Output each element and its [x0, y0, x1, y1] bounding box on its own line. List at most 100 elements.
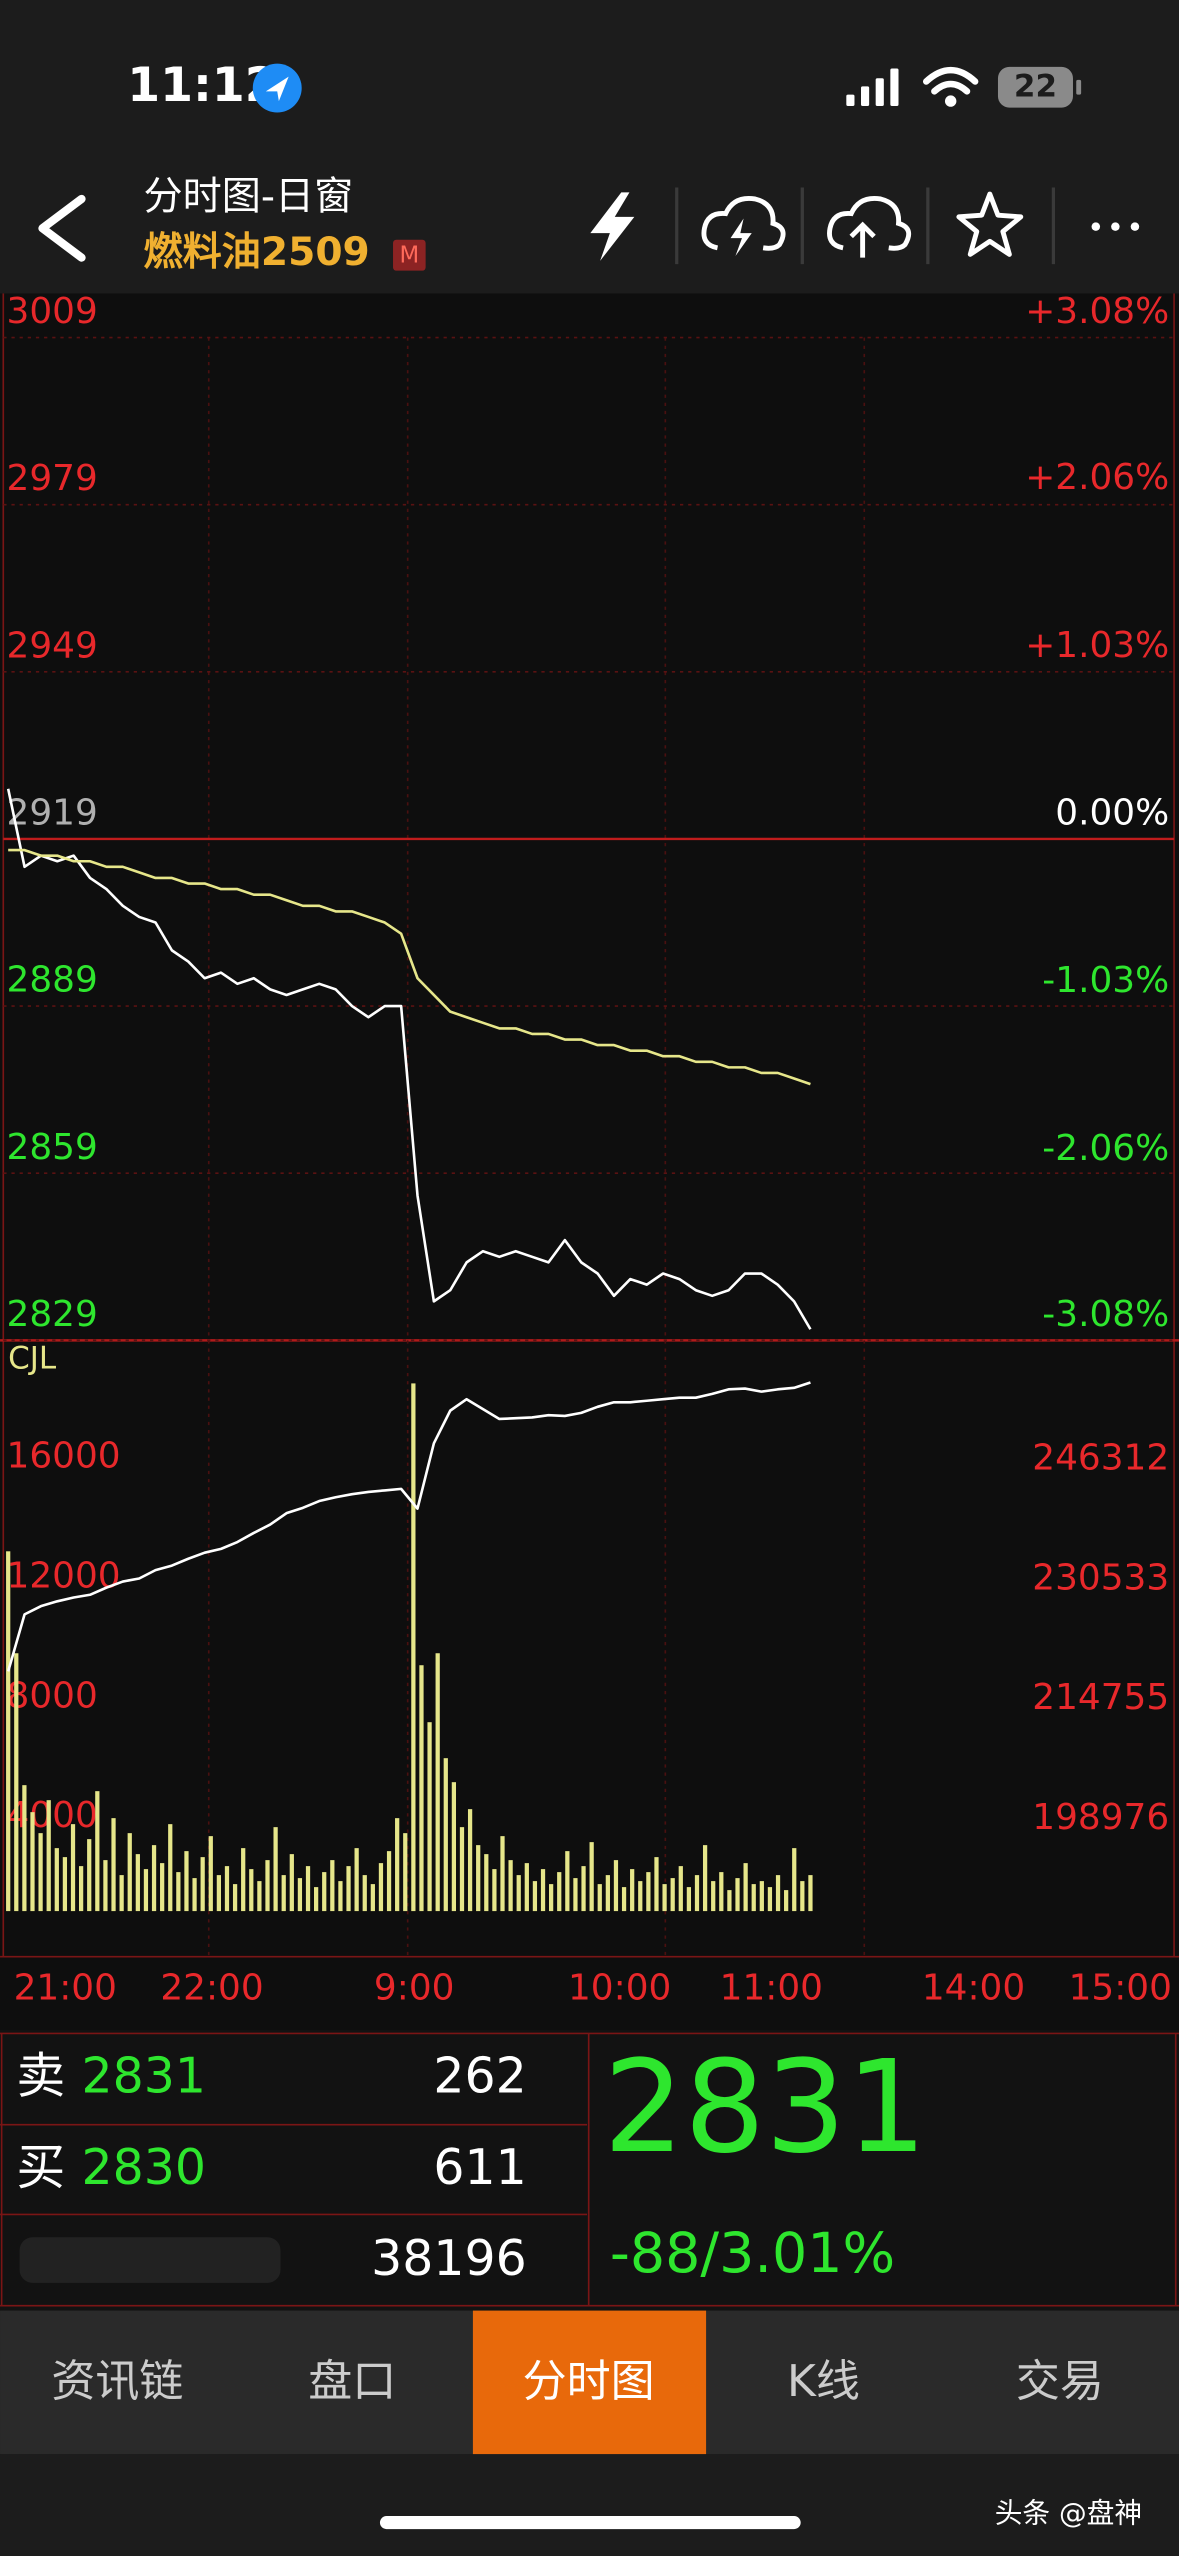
tab[interactable]: 资讯链 [51, 2356, 183, 2407]
volume-bar [476, 1845, 481, 1912]
volume-bar [160, 1863, 165, 1912]
cloud-upload-icon[interactable] [827, 196, 912, 251]
volume-bar [70, 1824, 76, 1912]
cloud-upload-arrow [849, 221, 876, 258]
volume-bar [597, 1884, 602, 1912]
volume-bar [467, 1809, 473, 1912]
volume-bar [370, 1884, 375, 1912]
tab[interactable]: 盘口 [308, 2356, 396, 2407]
volume-bar [322, 1872, 327, 1912]
y2-tick-label: 198976 [1032, 1797, 1169, 1838]
volume-bar [743, 1863, 748, 1912]
volume-bar [346, 1866, 351, 1912]
volume-bar [14, 1653, 19, 1912]
volume-bar [192, 1878, 197, 1912]
cloud-flash-icon[interactable] [701, 196, 786, 251]
volume-bar [484, 1854, 489, 1912]
volume-bar [111, 1818, 116, 1912]
volume-bar [492, 1869, 497, 1912]
volume-bar [78, 1866, 84, 1912]
volume-bar [540, 1869, 546, 1912]
volume-bar [751, 1884, 756, 1912]
volume-bar [378, 1863, 384, 1912]
volume-bar [95, 1791, 100, 1912]
y2-tick-label: -2.06% [1042, 1128, 1169, 1169]
bid-label: 买 [16, 2139, 65, 2196]
y-tick-label: 2979 [7, 458, 98, 499]
tab-active[interactable]: 分时图 [523, 2356, 655, 2407]
y-tick-label: 3009 [7, 291, 98, 332]
volume-bar [103, 1860, 108, 1912]
y-tick-label: 2829 [7, 1294, 98, 1335]
volume-bar [549, 1884, 554, 1912]
active-tab-bg [472, 2310, 707, 2455]
last-price: 2831 [603, 2033, 927, 2181]
blurred-label [19, 2237, 281, 2283]
volume-bar [38, 1833, 43, 1912]
volume-bar [289, 1854, 294, 1912]
header-badge: M [399, 243, 419, 269]
volume-bar [646, 1872, 651, 1912]
battery-level: 22 [1014, 69, 1057, 105]
time-grid [207, 337, 866, 1957]
volume-bar [792, 1848, 797, 1912]
volume-bar [808, 1875, 813, 1912]
volume-bar [22, 1785, 27, 1912]
x-tick-label: 10:00 [568, 1967, 671, 2008]
volume-bar [573, 1878, 578, 1912]
volume-bar [249, 1869, 254, 1912]
star-icon[interactable] [956, 191, 1024, 257]
more-icon[interactable] [1091, 222, 1140, 231]
volume-bar [451, 1782, 457, 1912]
volume-bar [411, 1383, 416, 1912]
status-time: 11:12 [127, 58, 277, 113]
y-tick-label: 2949 [7, 625, 98, 666]
y-tick-label: 16000 [7, 1435, 121, 1476]
volume-bar [719, 1872, 724, 1912]
volume-bar [800, 1881, 805, 1912]
volume-bar [565, 1851, 570, 1912]
volume-bar [735, 1878, 740, 1912]
bid-price: 2830 [82, 2139, 206, 2196]
volume-bar [6, 1551, 11, 1912]
volume-bar [241, 1848, 246, 1912]
volume-bar [784, 1890, 789, 1912]
y2-tick-label: +1.03% [1025, 625, 1169, 666]
volume-bar [184, 1851, 189, 1912]
volume-bar [338, 1881, 343, 1912]
volume-bar [654, 1857, 659, 1912]
y2-tick-label: -1.03% [1042, 960, 1169, 1001]
volume-bar [305, 1866, 311, 1912]
volume-bar [694, 1875, 700, 1912]
volume-bar [678, 1866, 683, 1912]
y2-tick-label: 0.00% [1055, 792, 1169, 833]
volume-bar [605, 1875, 610, 1912]
plot: 3009 2979 2949 2919 2889 2859 2829 +3.08% +2.06%… [3, 291, 1175, 2008]
x-tick-label: 22:00 [160, 1967, 263, 2008]
back-button[interactable] [38, 194, 86, 262]
location-arrow [265, 76, 289, 102]
y2-tick-label: +2.06% [1025, 457, 1169, 498]
bottom-bg [0, 2454, 1179, 2556]
ask-price: 2831 [82, 2048, 206, 2105]
y2-tick-label: +3.08% [1025, 291, 1169, 332]
volume-bar [119, 1875, 124, 1912]
volume-bar [500, 1836, 505, 1912]
y2-tick-label: 214755 [1032, 1677, 1169, 1718]
open-interest-line [6, 1381, 811, 1672]
volume-bar [297, 1878, 303, 1912]
flash-icon[interactable] [590, 192, 635, 261]
volume-bar [216, 1875, 221, 1912]
tab[interactable]: 交易 [1016, 2356, 1104, 2407]
tab[interactable]: K线 [787, 2356, 860, 2407]
volume-bar [686, 1887, 692, 1912]
volume-bar [702, 1845, 708, 1912]
volume-bar [516, 1875, 521, 1912]
signal-icon [846, 68, 899, 106]
volume-bar [330, 1860, 335, 1912]
volume-bar [168, 1824, 173, 1912]
volume-bar [727, 1890, 732, 1912]
volume-bar [711, 1881, 716, 1912]
ask-volume: 262 [433, 2048, 526, 2105]
